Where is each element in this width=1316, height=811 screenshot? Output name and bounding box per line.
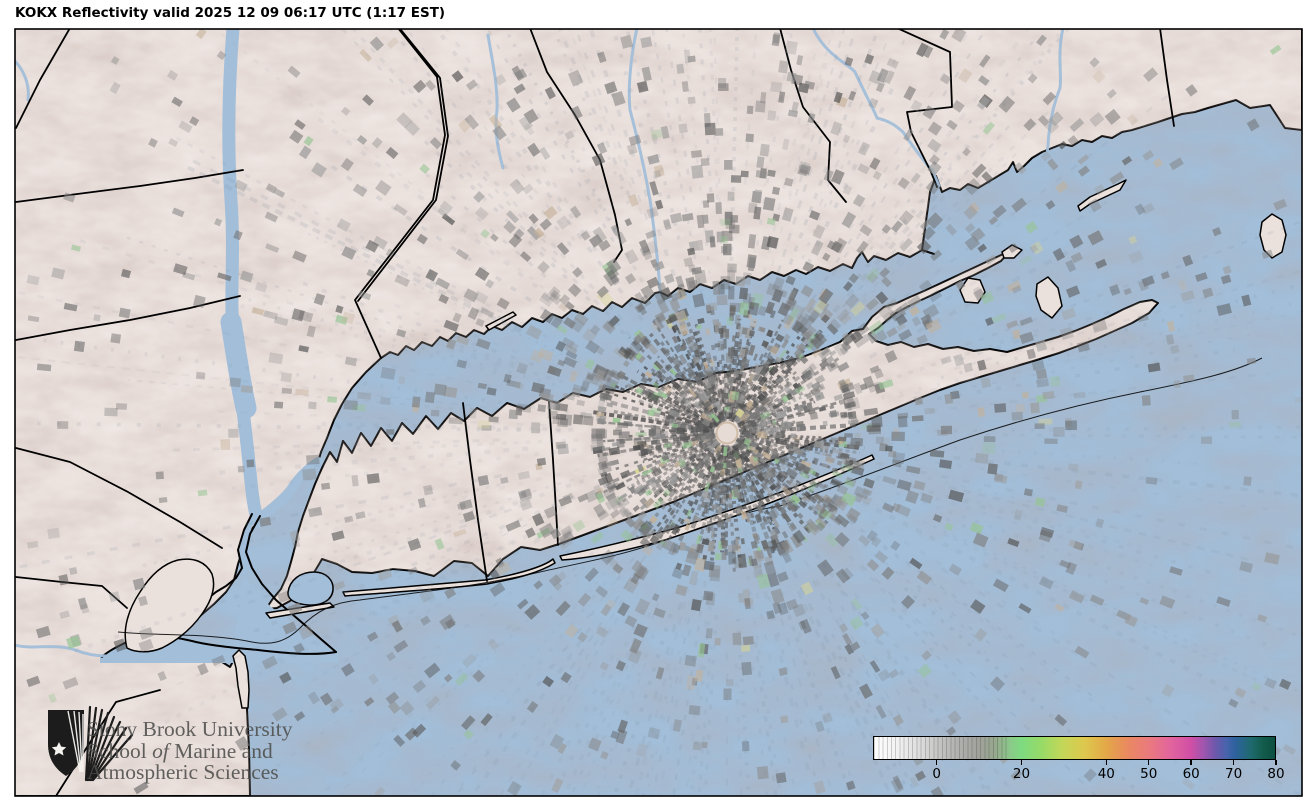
radar-clutter-speckles: [26, 29, 1302, 796]
logo-text: Stony Brook University School of Marine …: [87, 717, 347, 784]
colorbar-tick-label: 40: [1097, 766, 1115, 782]
colorbar-step-lines: [874, 737, 1007, 759]
colorbar-tick: [1275, 760, 1277, 765]
colorbar-tick-label: 60: [1182, 766, 1200, 782]
colorbar-gradient: [873, 736, 1276, 760]
shield-icon: [48, 705, 134, 782]
colorbar-tick-label: 80: [1267, 766, 1285, 782]
stonybrook-logo: Stony Brook University School of Marine …: [46, 705, 292, 802]
rivers: [15, 29, 1065, 658]
east-river: [254, 457, 323, 524]
colorbar-tick: [935, 760, 938, 765]
map-border: [14, 28, 1303, 797]
gardiners-island: [1035, 276, 1063, 319]
colorbar-tick-label: 70: [1224, 766, 1243, 782]
plum-island: [1001, 244, 1023, 259]
logo-line-3: Atmospheric Sciences: [87, 760, 279, 784]
logo-line-2: School of Marine and: [87, 738, 273, 763]
colorbar-tick-label: 50: [1140, 766, 1158, 782]
block-island: [1259, 213, 1287, 259]
colorbar-tick: [1020, 760, 1023, 765]
sandy-hook-spit: [232, 649, 250, 709]
colorbar-tick-label: 20: [1012, 766, 1031, 782]
colorbar-tick: [1232, 760, 1235, 765]
fishers-island: [1077, 179, 1127, 212]
radar-center-hole: [715, 421, 739, 445]
norwalk-islands: [485, 311, 517, 331]
logo-line-1: Stony Brook University: [87, 717, 293, 741]
colorbar-tick: [1190, 760, 1192, 765]
hudson-river: [220, 29, 265, 529]
colorbar-tick: [1148, 760, 1150, 765]
colorbar-tick-label: 0: [932, 766, 941, 782]
colorbar: 0 20 40 50 60 70 80: [873, 736, 1285, 782]
offshore-boundary-line: [117, 357, 1263, 644]
map-title: KOKX Reflectivity valid 2025 12 09 06:17…: [15, 5, 446, 21]
colorbar-tick: [1105, 760, 1107, 765]
staten-island: [124, 558, 215, 653]
shelter-island: [959, 277, 986, 304]
